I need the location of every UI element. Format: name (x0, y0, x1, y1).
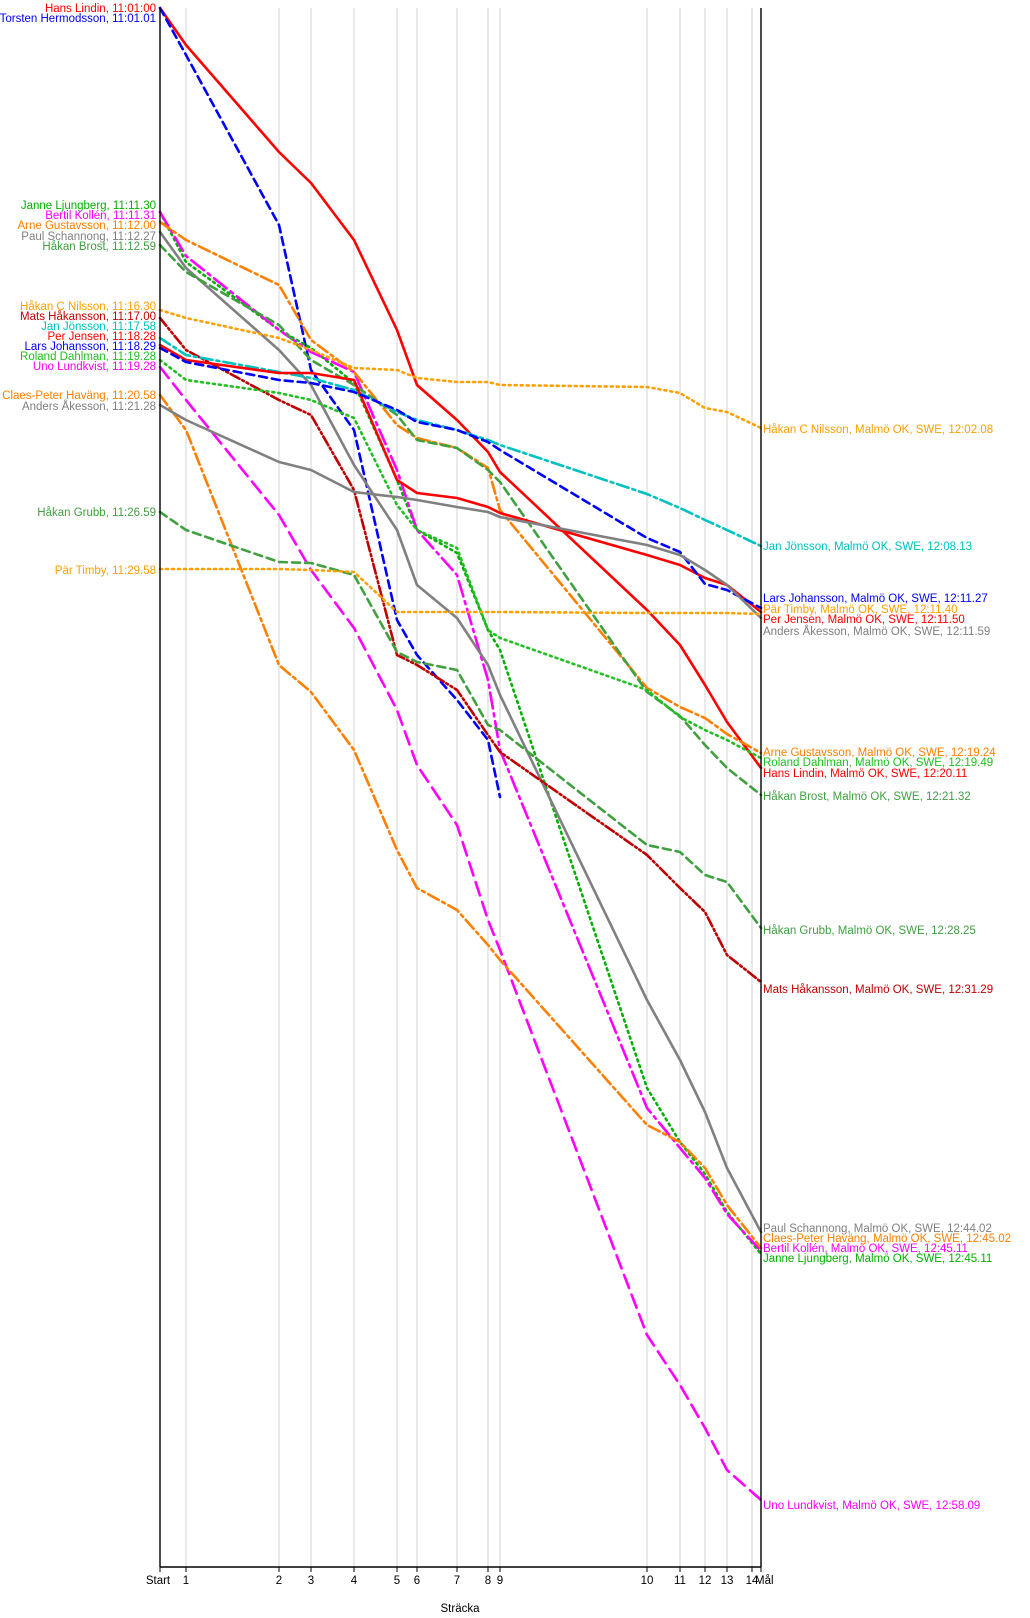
series-start-label-torsten-hermodsson: Torsten Hermodsson, 11:01.01 (0, 13, 156, 25)
series-start-label-hakan-c-nilsson: Håkan C Nilsson, 11:16.30 (20, 301, 156, 313)
x-tick-label: 8 (485, 1575, 491, 1587)
x-tick-label: 3 (308, 1575, 314, 1587)
series-finish-label-per-jensen: Per Jensen, Malmö OK, SWE, 12:11.50 (763, 614, 965, 626)
x-axis-label: Sträcka (441, 1603, 481, 1615)
series-finish-label-paul-schannong: Paul Schannong, Malmö OK, SWE, 12:44.02 (763, 1223, 992, 1235)
x-tick-label: 2 (276, 1575, 282, 1587)
x-tick-label: 1 (183, 1575, 189, 1587)
x-tick-label: 7 (454, 1575, 460, 1587)
series-line-janne-ljungberg (158, 210, 763, 1256)
series-finish-label-uno-lundkvist: Uno Lundkvist, Malmö OK, SWE, 12:58.09 (763, 1500, 980, 1512)
series-start-label-jan-jonsson: Jan Jönsson, 11:17.58 (41, 321, 156, 333)
series-line-hakan-grubb (158, 510, 763, 930)
x-tick-label: 14 (746, 1575, 759, 1587)
series-start-label-par-timby: Pär Timby, 11:29.58 (55, 565, 156, 577)
series-start-label-paul-schannong: Paul Schannong, 11:12.27 (21, 231, 156, 243)
x-tick-label: 5 (394, 1575, 400, 1587)
chart-labels: Hans Lindin, 11:01:00 Hans Lindin, Malmö … (0, 3, 1011, 1512)
chart-grid (185, 8, 753, 1567)
series-finish-label-hakan-grubb: Håkan Grubb, Malmö OK, SWE, 12:28.25 (763, 925, 976, 937)
series-start-label-uno-lundkvist: Uno Lundkvist, 11:19.28 (33, 361, 156, 373)
series-line-mats-hakansson (158, 316, 763, 984)
series-line-par-timby (158, 567, 763, 616)
series-start-label-hakan-grubb: Håkan Grubb, 11:26.59 (37, 507, 156, 519)
series-line-torsten-hermodsson (158, 6, 502, 799)
series-line-roland-dahlman (158, 358, 763, 760)
series-start-label-per-jensen: Per Jensen, 11:18.28 (48, 331, 156, 343)
series-finish-label-jan-jonsson: Jan Jönsson, Malmö OK, SWE, 12:08.13 (763, 541, 972, 553)
series-line-paul-schannong (158, 230, 763, 1234)
series-finish-label-claes-peter-havang: Claes-Peter Haväng, Malmö OK, SWE, 12:45… (763, 1233, 1011, 1245)
series-finish-label-par-timby: Pär Timby, Malmö OK, SWE, 12:11.40 (763, 604, 958, 616)
series-finish-label-arne-gustavsson: Arne Gustavsson, Malmö OK, SWE, 12:19.24 (763, 747, 996, 759)
series-finish-label-hakan-brost: Håkan Brost, Malmö OK, SWE, 12:21.32 (763, 791, 971, 803)
chart-series (158, 6, 763, 1502)
x-tick-label: Start (146, 1575, 171, 1587)
series-start-label-mats-hakansson: Mats Håkansson, 11:17.00 (20, 311, 156, 323)
series-finish-label-mats-hakansson: Mats Håkansson, Malmö OK, SWE, 12:31.29 (763, 984, 993, 996)
x-tick-label: 11 (674, 1575, 686, 1587)
series-line-hakan-c-nilsson (158, 308, 763, 430)
series-finish-label-anders-akesson: Anders Åkesson, Malmö OK, SWE, 12:11.59 (763, 625, 990, 638)
series-start-label-arne-gustavsson: Arne Gustavsson, 11:12.00 (17, 220, 156, 232)
series-start-label-claes-peter-havang: Claes-Peter Haväng, 11:20.58 (2, 390, 156, 402)
series-start-label-roland-dahlman: Roland Dahlman, 11:19.28 (20, 351, 156, 363)
series-start-label-bertil-kollen: Bertil Kollén, 11:11.31 (45, 210, 156, 222)
series-line-hans-lindin (158, 6, 763, 770)
x-tick-label: 10 (641, 1575, 654, 1587)
series-line-uno-lundkvist (158, 365, 763, 1502)
series-line-anders-akesson (158, 403, 763, 620)
series-line-arne-gustavsson (158, 220, 763, 755)
series-start-label-hans-lindin: Hans Lindin, 11:01:00 (45, 3, 156, 15)
series-finish-label-hakan-c-nilsson: Håkan C Nilsson, Malmö OK, SWE, 12:02.08 (763, 424, 993, 436)
series-line-hakan-brost (158, 243, 763, 797)
series-finish-label-roland-dahlman: Roland Dahlman, Malmö OK, SWE, 12:19.49 (763, 757, 993, 769)
x-tick-label: 12 (699, 1575, 712, 1587)
series-start-label-lars-johansson: Lars Johansson, 11:18.29 (25, 341, 157, 353)
series-finish-label-hans-lindin: Hans Lindin, Malmö OK, SWE, 12:20.11 (763, 768, 967, 780)
series-finish-label-lars-johansson: Lars Johansson, Malmö OK, SWE, 12:11.27 (763, 593, 988, 605)
series-start-label-anders-akesson: Anders Åkesson, 11:21.28 (22, 400, 156, 413)
series-finish-label-janne-ljungberg: Janne Ljungberg, Malmö OK, SWE, 12:45.11 (763, 1253, 992, 1265)
x-tick-label: 4 (351, 1575, 358, 1587)
x-tick-label: 9 (497, 1575, 503, 1587)
series-start-label-janne-ljungberg: Janne Ljungberg, 11:11.30 (21, 200, 156, 212)
x-tick-label: 6 (414, 1575, 420, 1587)
series-finish-label-bertil-kollen: Bertil Kollén, Malmö OK, SWE, 12:45.11 (763, 1243, 968, 1255)
series-line-lars-johansson (158, 346, 763, 610)
series-start-label-hakan-brost: Håkan Brost, 11:12.59 (42, 241, 156, 253)
x-tick-label: Mål (755, 1575, 774, 1587)
series-line-claes-peter-havang (158, 393, 763, 1250)
x-tick-label: 13 (721, 1575, 734, 1587)
